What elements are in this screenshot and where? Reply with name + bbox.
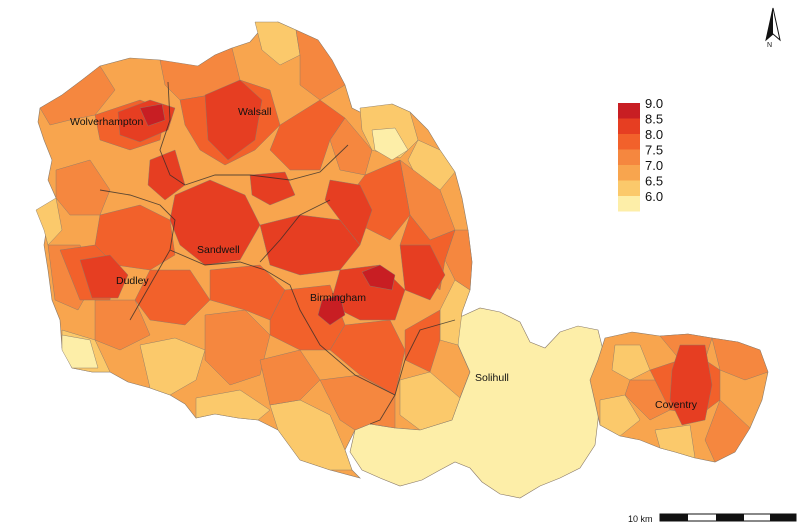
region-label-wolverhampton: Wolverhampton [70,116,144,128]
patch [259,349,321,406]
patch [249,171,296,206]
legend-label: 6.0 [645,189,663,204]
region-label-solihull: Solihull [475,372,509,384]
patch [295,29,346,101]
patch [704,399,751,463]
legend: 9.08.58.07.57.06.56.0 [618,96,663,212]
legend-swatch [618,103,640,119]
north-arrow-label: N [767,42,772,49]
north-arrow-half-icon [766,8,773,40]
region-label-sandwell: Sandwell [197,244,240,256]
patch [139,103,166,127]
patch [79,254,129,299]
north-arrow: N [765,7,781,49]
legend-label: 8.5 [645,112,663,127]
patch [599,394,641,437]
region-label-birmingham: Birmingham [310,292,366,304]
legend-swatch [618,118,640,134]
patch [611,344,651,381]
patch [361,264,396,291]
patch [669,344,713,426]
patch [195,389,271,421]
legend-label: 6.5 [645,174,663,189]
legend-label: 7.0 [645,158,663,173]
legend-label: 7.5 [645,143,663,158]
scale-bar-label: 10 km [628,514,653,524]
legend-swatch [618,165,640,181]
boundary-line [369,394,396,425]
legend-label: 9.0 [645,96,663,111]
patch [269,399,353,471]
boundary-line [259,199,331,263]
legend-swatch [618,134,640,150]
solihull-area [349,307,606,499]
patch [147,149,186,201]
patch [259,214,361,276]
patch [371,127,409,161]
legend-swatch [618,180,640,196]
patch [404,309,441,373]
patch [139,337,206,396]
scale-bar-segment [716,514,744,521]
legend-swatch [618,149,640,165]
region-label-walsall: Walsall [238,106,271,118]
patch [35,197,63,246]
scale-bar-segment [770,514,796,521]
patch [61,334,99,369]
patch [399,244,446,301]
patch [317,294,346,326]
borough-boundaries [99,81,456,425]
scale-bar: 10 km [628,513,797,524]
region-label-coventry: Coventry [655,399,698,411]
region-label-dudley: Dudley [116,275,149,287]
region-labels: Wolverhampton Walsall Sandwell Dudley Bi… [70,106,698,411]
legend-label: 8.0 [645,127,663,142]
boundary-line [99,189,176,321]
patch [204,79,263,161]
scale-bar-segment [660,514,688,521]
patch [39,65,116,126]
legend-swatch [618,196,640,212]
patch [654,424,696,459]
patch [94,299,151,351]
boundary-line [159,81,186,186]
boundary-line [184,144,349,186]
boundary-line [169,249,456,396]
patch [134,269,211,326]
choropleth-patches [35,21,769,471]
patch [324,179,373,246]
patch [269,99,346,171]
